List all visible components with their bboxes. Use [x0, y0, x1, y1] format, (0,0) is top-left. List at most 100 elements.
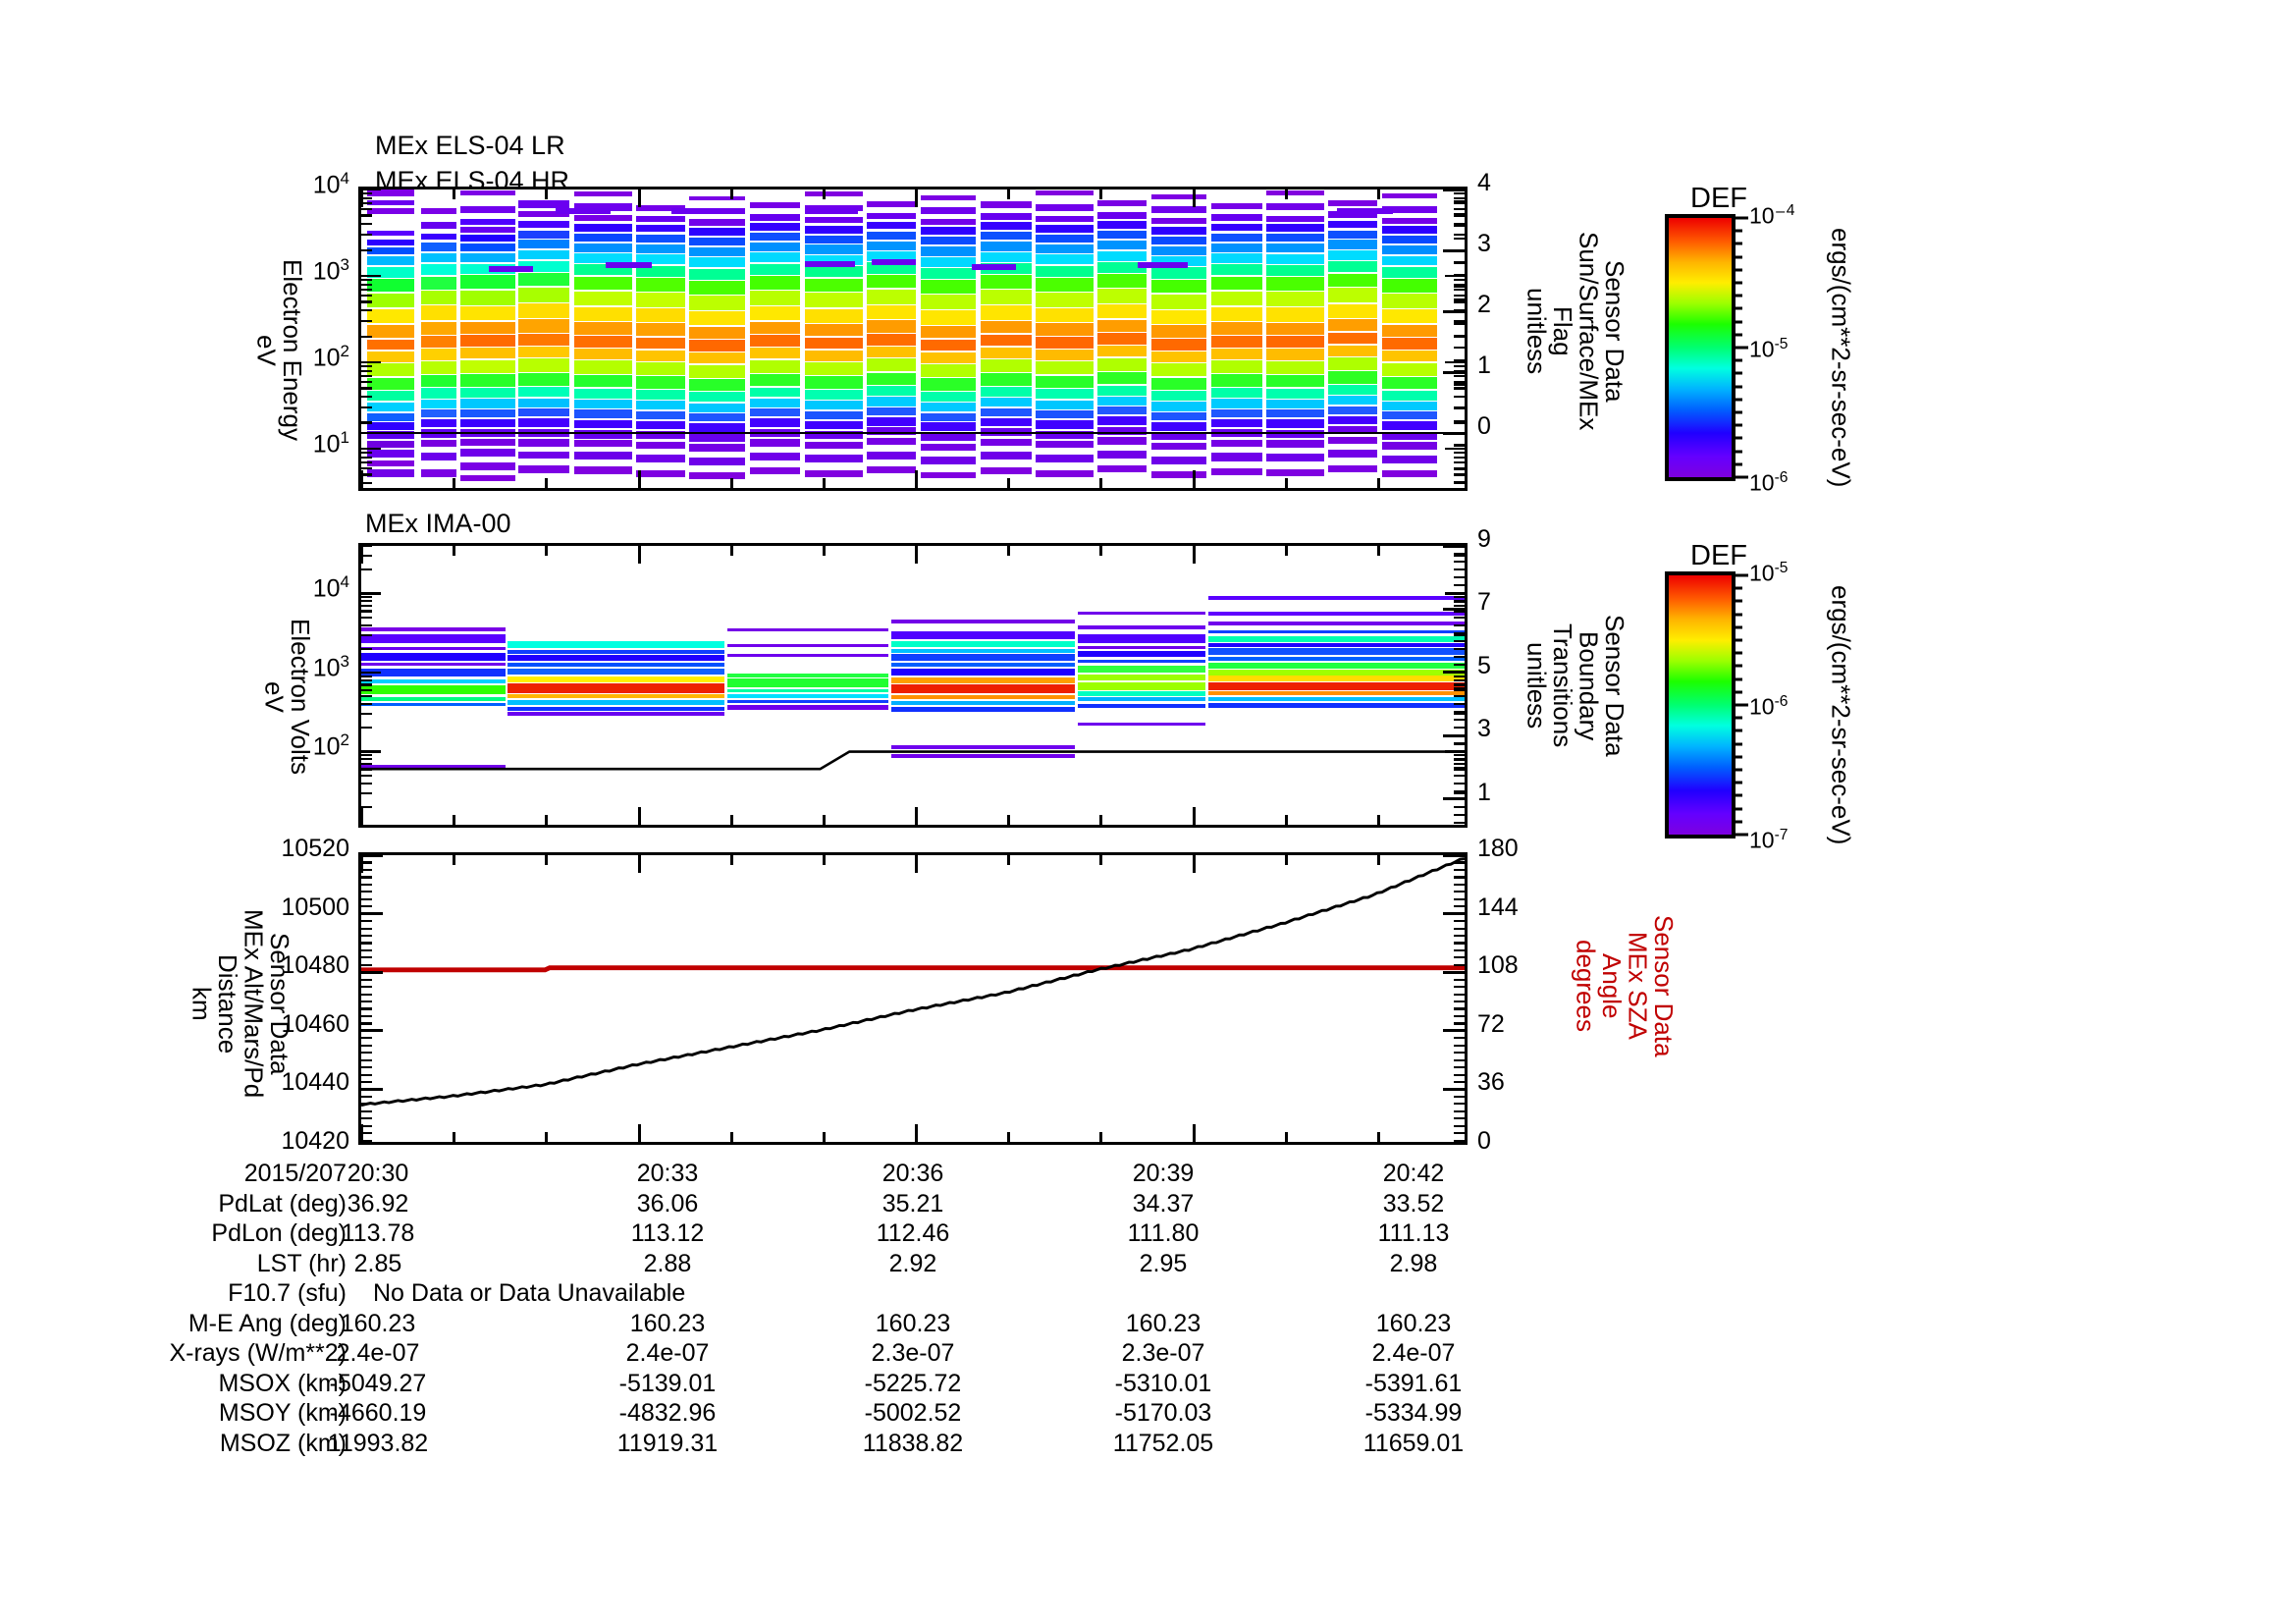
y-tick-minor — [1454, 234, 1465, 237]
y-tick-minor — [361, 380, 372, 383]
spectro-band — [366, 460, 415, 467]
y-tick-minor — [361, 971, 372, 974]
y-tick-right-minor — [1454, 395, 1465, 398]
spectro-band — [1097, 333, 1148, 346]
table-cell: 20:36 — [881, 1160, 944, 1187]
spectro-band — [1097, 437, 1148, 445]
x-tick-top — [1285, 855, 1288, 865]
spectro-band — [573, 191, 632, 197]
spectro-band — [507, 683, 724, 693]
spectro-band — [1208, 669, 1465, 676]
els-spectrogram-panel[interactable] — [358, 187, 1468, 491]
spectro-band — [366, 279, 415, 293]
spectro-band — [920, 471, 977, 479]
spectro-band — [636, 234, 685, 243]
y-tick-minor — [361, 288, 372, 291]
spectro-band — [805, 350, 863, 361]
y-tick-minor — [361, 1117, 372, 1120]
spectro-band — [1077, 690, 1205, 696]
colorbar-els-bottom-label: 10-6 — [1749, 469, 1789, 496]
spectro-band — [805, 225, 863, 234]
spectro-band — [1266, 336, 1324, 349]
spectro-band — [1266, 189, 1324, 195]
y-tick-minor — [361, 1139, 372, 1142]
spectro-band — [518, 451, 570, 460]
spectro-band — [1381, 431, 1438, 440]
y-tick-right-minor — [1454, 1080, 1465, 1084]
x-tick-bottom — [1099, 815, 1102, 825]
spectro-band — [1328, 288, 1378, 303]
y-tick-minor — [1454, 283, 1465, 286]
spectro-band — [1150, 279, 1207, 294]
y-tick-minor — [361, 1044, 372, 1047]
y-tick-minor — [1454, 201, 1465, 204]
y-tick-minor — [1454, 214, 1465, 217]
spectro-band — [867, 427, 916, 436]
table-cell: 33.52 — [1382, 1189, 1445, 1217]
y-tick-minor — [1454, 473, 1465, 476]
colorbar-els — [1665, 214, 1748, 481]
spectro-band — [1097, 372, 1148, 385]
y-tick-right-minor — [1454, 1058, 1465, 1061]
spectro-band — [459, 234, 516, 243]
y-tick-minor — [361, 956, 372, 959]
spectro-band — [726, 688, 888, 693]
spectro-band — [1381, 255, 1438, 266]
spectro-band — [891, 668, 1075, 676]
y-tick-minor — [361, 546, 372, 548]
spectro-band — [518, 302, 570, 318]
colorbar-tick — [1733, 599, 1742, 603]
y-tick-right-minor — [1454, 956, 1465, 959]
x-tick-bottom — [823, 1132, 826, 1142]
spectro-band — [573, 253, 632, 263]
colorbar-els-title: DEF — [1690, 183, 1747, 214]
y-tick-minor — [1454, 482, 1465, 485]
y-tick-right-minor — [1454, 695, 1465, 698]
colorbar-tick — [1733, 423, 1742, 427]
ima-y-label: 104 — [312, 572, 349, 603]
spectro-band — [689, 311, 745, 326]
y-tick-minor — [1454, 466, 1465, 469]
table-cell: 34.37 — [1132, 1189, 1195, 1217]
spectro-band — [1097, 200, 1148, 207]
spectro-band — [366, 200, 415, 206]
spectro-band — [1328, 240, 1378, 249]
spectro-band — [361, 646, 506, 651]
ima-spectrogram-panel[interactable] — [358, 543, 1468, 828]
spectro-band — [867, 304, 916, 320]
table-cell: 111.13 — [1377, 1219, 1450, 1247]
spectro-band — [573, 335, 632, 348]
spectro-band — [1077, 722, 1205, 727]
spectro-band — [507, 669, 724, 676]
els-right-label: 1 — [1477, 352, 1491, 379]
altitude-sza-panel[interactable] — [358, 852, 1468, 1145]
spectro-band — [366, 294, 415, 307]
colorbar-tick — [1733, 229, 1742, 233]
y-tick-minor — [1454, 294, 1465, 297]
spectro-band — [459, 218, 516, 225]
spectro-band — [1266, 469, 1324, 476]
spectro-band — [636, 292, 685, 307]
spectro-band — [518, 199, 570, 208]
colorbar-tick — [1733, 371, 1742, 375]
y-tick-right-minor — [1454, 647, 1465, 650]
spectro-dash — [555, 207, 612, 214]
table-row-label: MSOX (km) — [218, 1369, 347, 1397]
spectro-band — [891, 641, 1075, 648]
colorbar-els-units: ergs/(cm**2-sr-sec-eV) — [1826, 228, 1856, 488]
y-tick-right-minor — [1454, 600, 1465, 603]
x-tick-top — [545, 546, 548, 556]
y-tick-major — [361, 1087, 383, 1091]
els-y-label: 103 — [312, 254, 349, 286]
spectro-band — [361, 696, 506, 702]
y-tick-minor — [361, 948, 372, 952]
spectro-band — [1150, 245, 1207, 255]
spectro-band — [421, 233, 457, 241]
y-tick-minor — [361, 805, 372, 808]
spectro-band — [805, 254, 863, 265]
spectro-band — [366, 449, 415, 458]
spectro-band — [459, 418, 516, 427]
spectro-band — [507, 663, 724, 667]
spectro-band — [1036, 307, 1094, 323]
spectro-band — [573, 348, 632, 359]
